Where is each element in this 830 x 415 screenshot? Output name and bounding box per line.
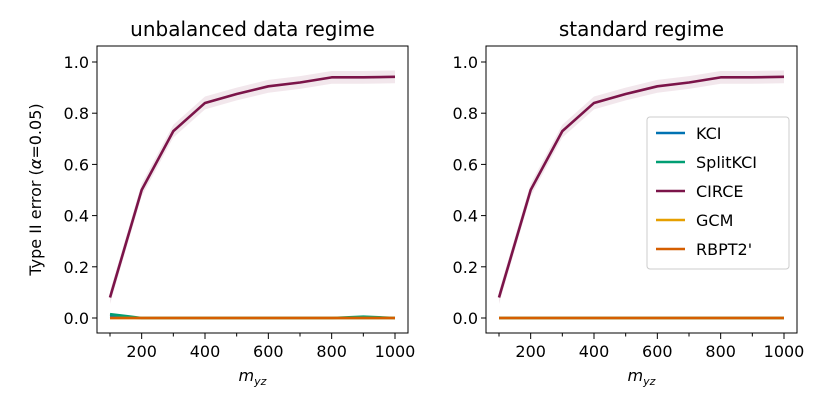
y-tick-label: 0.6	[453, 155, 478, 174]
series-line-circe	[108, 75, 396, 298]
legend-box	[646, 116, 790, 270]
x-tick-label: 200	[126, 342, 157, 361]
legend-label: RBPT2'	[696, 240, 752, 259]
y-tick-label: 1.0	[64, 53, 89, 72]
series-band-circe	[499, 70, 784, 304]
y-tick-label: 0.6	[64, 155, 89, 174]
legend-label: CIRCE	[696, 182, 744, 201]
x-tick-label: 1000	[375, 342, 416, 361]
x-tick-label: 400	[190, 342, 221, 361]
x-axis-label-main: m	[239, 366, 255, 385]
x-axis-label: myz	[239, 366, 267, 388]
x-axis-label-main: m	[628, 366, 644, 385]
y-tick-label: 0.4	[453, 207, 478, 226]
y-axis-label: Type II error (α=0.05)	[26, 103, 45, 276]
x-tick-label: 400	[579, 342, 610, 361]
y-tick-label: 0.2	[453, 258, 478, 277]
legend-label: GCM	[696, 211, 733, 230]
series-line-circe	[497, 75, 785, 298]
legend-label: SplitKCI	[696, 153, 757, 172]
x-tick-label: 800	[316, 342, 347, 361]
chart-panel-unbalanced: 0.0 0.2 0.4 0.6 0.8 1.0 200 400 600 800 1000 unbala…	[26, 17, 415, 388]
x-tick-label: 600	[253, 342, 284, 361]
x-tick-label: 800	[705, 342, 736, 361]
x-axis-label-sub: yz	[642, 375, 656, 388]
y-axis-label-alpha: α	[26, 158, 45, 169]
chart-panel-standard: 0.0 0.2 0.4 0.6 0.8 1.0 200 400 600 800 1000 standa…	[453, 17, 805, 388]
series-band-circe	[110, 70, 395, 304]
y-tick-label: 0.2	[64, 258, 89, 277]
x-axis-label-sub: yz	[253, 375, 267, 388]
x-tick-label: 600	[642, 342, 673, 361]
x-tick-label: 200	[515, 342, 546, 361]
chart-title: standard regime	[559, 17, 724, 41]
x-axis-label: myz	[628, 366, 656, 388]
axes-frame	[485, 45, 798, 334]
y-axis-label-post: =0.05)	[26, 103, 45, 158]
y-tick-label: 0.8	[453, 104, 478, 123]
x-tick-label: 1000	[764, 342, 805, 361]
y-axis-label-pre: Type II error (	[26, 169, 45, 276]
chart-title: unbalanced data regime	[130, 17, 375, 41]
axes-frame	[96, 45, 409, 334]
y-tick-label: 1.0	[453, 53, 478, 72]
y-tick-label: 0.4	[64, 207, 89, 226]
y-tick-label: 0.0	[453, 309, 478, 328]
y-tick-label: 0.8	[64, 104, 89, 123]
y-tick-label: 0.0	[64, 309, 89, 328]
legend-label: KCI	[696, 124, 722, 143]
